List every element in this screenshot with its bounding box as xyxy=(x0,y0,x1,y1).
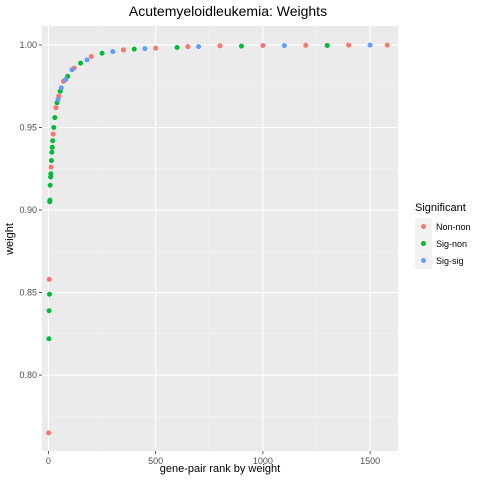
series-sig-sig xyxy=(55,42,373,102)
point-sig-sig xyxy=(142,46,148,52)
point-sig-sig xyxy=(281,43,287,49)
y-axis-title: weight xyxy=(4,223,16,256)
legend-key-point xyxy=(421,224,426,229)
y-tick-label: 1.00 xyxy=(19,40,37,50)
legend: Significant Non-non Sig-non Sig-sig xyxy=(415,202,471,269)
x-axis-title: gene-pair rank by weight xyxy=(160,463,280,475)
point-non-non xyxy=(48,164,54,170)
legend-key-point xyxy=(421,241,426,246)
point-sig-non xyxy=(52,115,58,121)
point-sig-sig xyxy=(196,44,202,50)
point-sig-sig xyxy=(84,57,90,63)
point-sig-non xyxy=(51,125,57,131)
legend-entry: Sig-sig xyxy=(415,252,464,269)
grid-minor xyxy=(42,26,398,451)
legend-entry: Sig-non xyxy=(415,235,467,252)
series-sig-non xyxy=(46,42,330,342)
point-sig-non xyxy=(174,44,180,50)
point-sig-sig xyxy=(55,96,61,102)
point-non-non xyxy=(217,43,223,49)
point-sig-non xyxy=(47,182,53,188)
point-sig-sig xyxy=(63,77,69,83)
point-sig-sig xyxy=(69,67,75,73)
point-sig-non xyxy=(46,336,52,342)
data-points xyxy=(46,42,390,436)
x-tick-label: 0 xyxy=(46,456,51,466)
y-tick-label: 0.85 xyxy=(19,288,37,298)
x-tick-label: 1000 xyxy=(253,456,273,466)
point-sig-sig xyxy=(110,49,116,55)
y-tick-label: 0.80 xyxy=(19,370,37,380)
point-non-non xyxy=(384,42,390,48)
point-non-non xyxy=(46,276,52,282)
point-sig-sig xyxy=(58,85,64,91)
point-sig-non xyxy=(49,149,55,155)
point-sig-non xyxy=(46,308,52,314)
legend-title: Significant xyxy=(415,202,466,214)
point-non-non xyxy=(88,54,94,60)
point-non-non xyxy=(153,45,159,51)
point-sig-non xyxy=(131,46,137,52)
chart-title: Acutemyeloidleukemia: Weights xyxy=(129,3,327,19)
series-non-non xyxy=(46,42,390,436)
plot-panel xyxy=(42,26,398,451)
x-tick-label: 500 xyxy=(148,456,163,466)
point-sig-non xyxy=(78,60,84,66)
point-sig-non xyxy=(99,50,105,56)
legend-entry: Non-non xyxy=(415,218,471,235)
x-tick-label: 1500 xyxy=(360,456,380,466)
y-tick-label: 0.90 xyxy=(19,205,37,215)
point-non-non xyxy=(50,131,56,137)
point-sig-non xyxy=(47,197,53,203)
point-non-non xyxy=(346,42,352,48)
point-sig-non xyxy=(238,43,244,49)
legend-label: Sig-non xyxy=(436,239,467,249)
legend-entries: Non-non Sig-non Sig-sig xyxy=(415,218,471,269)
point-non-non xyxy=(120,47,126,53)
point-non-non xyxy=(46,430,52,436)
point-sig-non xyxy=(49,144,55,150)
point-sig-non xyxy=(50,138,56,144)
legend-label: Sig-sig xyxy=(436,256,464,266)
point-sig-non xyxy=(48,158,54,164)
legend-key-point xyxy=(421,258,426,263)
legend-label: Non-non xyxy=(436,222,471,232)
y-tick-label: 0.95 xyxy=(19,123,37,133)
point-sig-non xyxy=(324,42,330,48)
point-sig-sig xyxy=(367,42,373,48)
point-non-non xyxy=(303,42,309,48)
point-sig-non xyxy=(48,171,54,177)
point-non-non xyxy=(185,44,191,50)
point-non-non xyxy=(260,42,266,48)
x-axis: 0 500 1000 1500 xyxy=(46,451,380,466)
point-non-non xyxy=(53,105,59,111)
y-axis: 0.80 0.85 0.90 0.95 1.00 xyxy=(19,40,42,380)
point-sig-non xyxy=(47,291,53,297)
